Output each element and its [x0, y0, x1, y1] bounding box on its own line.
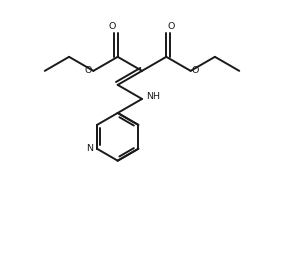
Text: O: O — [168, 22, 175, 31]
Text: N: N — [86, 144, 93, 153]
Text: O: O — [109, 22, 116, 31]
Text: O: O — [85, 66, 92, 75]
Text: O: O — [192, 66, 199, 75]
Text: NH: NH — [146, 92, 160, 101]
